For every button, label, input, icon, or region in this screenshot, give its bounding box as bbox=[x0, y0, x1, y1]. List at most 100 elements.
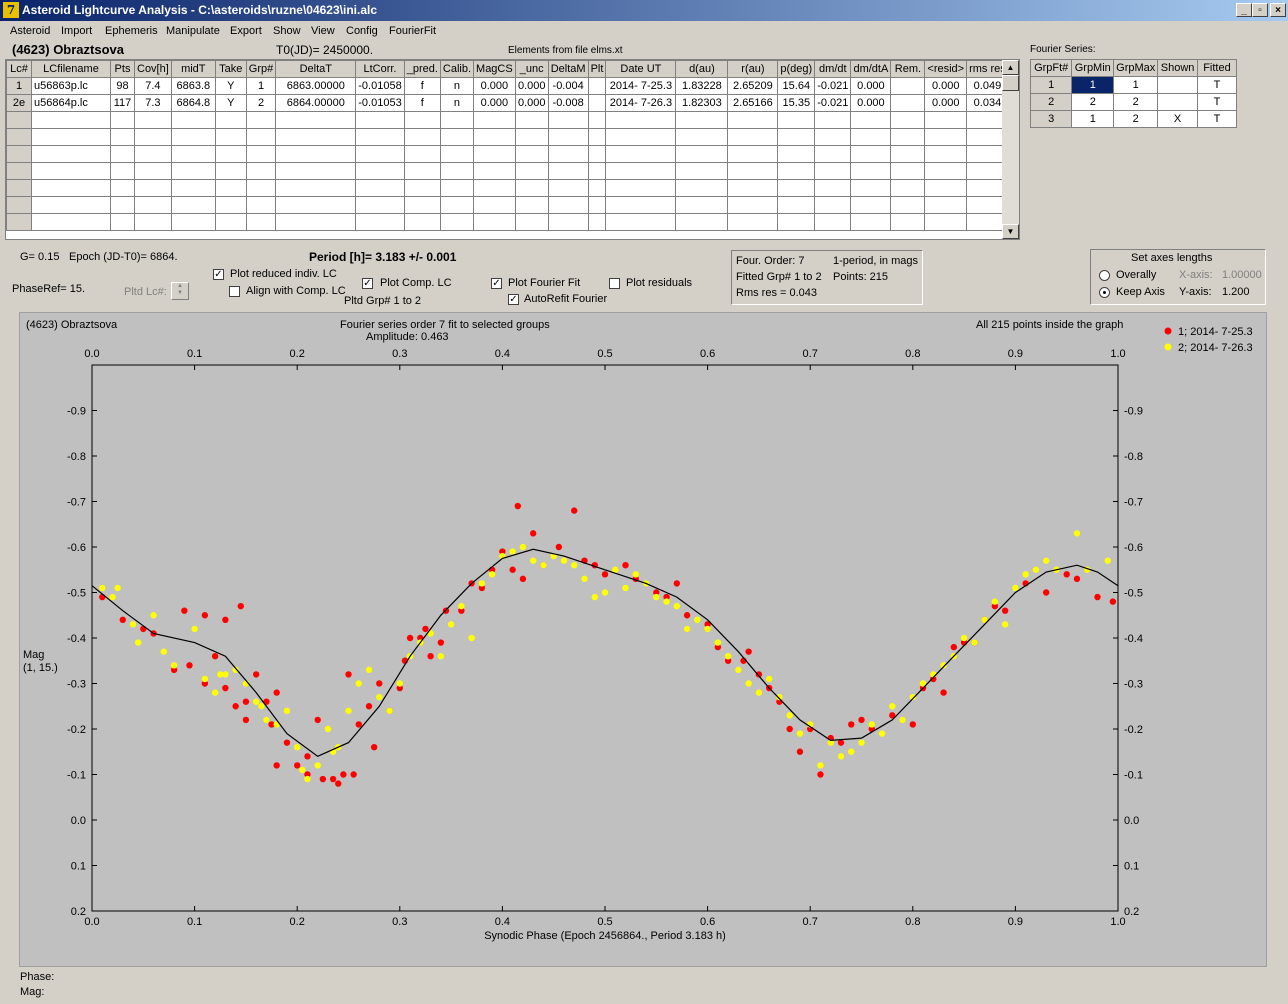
lc-row-header[interactable]: 2e bbox=[6, 94, 32, 112]
lc-cell[interactable] bbox=[777, 128, 816, 146]
lc-cell[interactable] bbox=[890, 94, 926, 112]
lc-table-row[interactable] bbox=[6, 145, 1009, 163]
lc-col-header[interactable]: Lc# bbox=[6, 60, 32, 78]
lc-cell[interactable] bbox=[403, 128, 441, 146]
lc-cell[interactable]: 98 bbox=[110, 77, 135, 95]
lc-col-header[interactable]: Take bbox=[214, 60, 247, 78]
lc-col-header[interactable]: Cov[h] bbox=[134, 60, 172, 78]
menu-view[interactable]: View bbox=[311, 25, 335, 37]
lc-cell[interactable] bbox=[675, 162, 729, 180]
lc-cell[interactable] bbox=[777, 196, 816, 214]
plot-fourier-checkbox[interactable]: ✓ bbox=[491, 278, 502, 289]
lc-cell[interactable] bbox=[275, 128, 357, 146]
lc-cell[interactable] bbox=[605, 145, 677, 163]
lc-cell[interactable] bbox=[170, 145, 216, 163]
lc-col-header[interactable]: d(au) bbox=[675, 60, 729, 78]
lc-cell[interactable] bbox=[777, 162, 816, 180]
lc-col-header[interactable]: Pts bbox=[110, 60, 135, 78]
lc-cell[interactable] bbox=[110, 162, 135, 180]
lc-cell[interactable] bbox=[850, 213, 892, 231]
lc-col-header[interactable]: LtCorr. bbox=[355, 60, 405, 78]
lc-cell[interactable] bbox=[473, 162, 516, 180]
fourier-cell[interactable]: 2 bbox=[1071, 93, 1115, 111]
lc-cell[interactable] bbox=[110, 128, 135, 146]
minimize-button[interactable]: _ bbox=[1236, 3, 1252, 17]
lc-cell[interactable] bbox=[473, 213, 516, 231]
lc-cell[interactable] bbox=[675, 111, 729, 129]
spinner-up-icon[interactable]: ▲ bbox=[177, 283, 183, 289]
lc-cell[interactable] bbox=[403, 162, 441, 180]
lc-cell[interactable]: -0.021 bbox=[814, 94, 852, 112]
lc-cell[interactable] bbox=[110, 111, 135, 129]
lc-cell[interactable] bbox=[473, 128, 516, 146]
lc-cell[interactable] bbox=[587, 77, 607, 95]
lc-cell[interactable]: -0.021 bbox=[814, 77, 852, 95]
lc-col-header[interactable]: r(au) bbox=[727, 60, 779, 78]
lc-row-header[interactable] bbox=[6, 145, 32, 163]
lc-row-header[interactable] bbox=[6, 196, 32, 214]
lc-cell[interactable]: 0.000 bbox=[473, 94, 516, 112]
lc-cell[interactable] bbox=[587, 213, 607, 231]
plot-comp-checkbox[interactable]: ✓ bbox=[362, 278, 373, 289]
scroll-down-arrow-icon[interactable]: ▼ bbox=[1002, 224, 1019, 239]
lc-cell[interactable] bbox=[890, 196, 926, 214]
lc-cell[interactable] bbox=[587, 111, 607, 129]
lc-cell[interactable] bbox=[890, 77, 926, 95]
lc-cell[interactable]: 15.35 bbox=[777, 94, 816, 112]
lc-col-header[interactable]: p(deg) bbox=[777, 60, 816, 78]
lc-cell[interactable] bbox=[514, 162, 549, 180]
lc-cell[interactable] bbox=[605, 111, 677, 129]
fourier-row-header[interactable]: 3 bbox=[1030, 110, 1073, 128]
lc-cell[interactable] bbox=[587, 179, 607, 197]
lc-col-header[interactable]: DeltaM bbox=[547, 60, 589, 78]
lc-cell[interactable] bbox=[924, 213, 968, 231]
pltd-lc-spinner[interactable]: ▲ ▼ bbox=[171, 282, 189, 300]
lc-cell[interactable] bbox=[814, 196, 852, 214]
lc-table-row[interactable] bbox=[6, 111, 1009, 129]
lc-cell[interactable] bbox=[473, 111, 516, 129]
lc-cell[interactable] bbox=[245, 179, 277, 197]
lc-cell[interactable] bbox=[605, 196, 677, 214]
lc-cell[interactable] bbox=[245, 196, 277, 214]
lc-cell[interactable] bbox=[134, 213, 172, 231]
lc-cell[interactable] bbox=[473, 196, 516, 214]
lc-cell[interactable] bbox=[727, 111, 779, 129]
lc-cell[interactable] bbox=[134, 162, 172, 180]
lc-cell[interactable] bbox=[439, 162, 475, 180]
lc-cell[interactable] bbox=[110, 179, 135, 197]
lc-col-header[interactable]: Grp# bbox=[245, 60, 277, 78]
lc-cell[interactable] bbox=[814, 213, 852, 231]
fourier-col-header[interactable]: GrpFt# bbox=[1030, 59, 1073, 77]
lc-col-header[interactable]: Calib. bbox=[439, 60, 475, 78]
lc-cell[interactable] bbox=[547, 111, 589, 129]
lc-cell[interactable] bbox=[605, 179, 677, 197]
lc-cell[interactable] bbox=[439, 145, 475, 163]
lc-row-header[interactable] bbox=[6, 111, 32, 129]
lc-cell[interactable] bbox=[245, 111, 277, 129]
keep-axis-radio[interactable] bbox=[1099, 287, 1110, 298]
lc-cell[interactable] bbox=[31, 145, 111, 163]
y-axis-value[interactable]: 1.200 bbox=[1222, 286, 1250, 298]
lc-col-header[interactable]: dm/dt bbox=[814, 60, 852, 78]
fourier-cell[interactable]: X bbox=[1157, 110, 1198, 128]
lc-cell[interactable] bbox=[170, 179, 216, 197]
lc-col-header[interactable]: Date UT bbox=[605, 60, 677, 78]
lc-cell[interactable] bbox=[355, 111, 405, 129]
lc-cell[interactable] bbox=[675, 145, 729, 163]
lc-cell[interactable] bbox=[924, 145, 968, 163]
lc-cell[interactable] bbox=[214, 128, 247, 146]
lc-cell[interactable] bbox=[850, 111, 892, 129]
lc-cell[interactable]: n bbox=[439, 94, 475, 112]
lc-table-row[interactable] bbox=[6, 196, 1009, 214]
maximize-button[interactable]: ▫ bbox=[1252, 3, 1268, 17]
lc-cell[interactable] bbox=[439, 111, 475, 129]
lc-cell[interactable] bbox=[675, 128, 729, 146]
lc-cell[interactable]: Y bbox=[214, 77, 247, 95]
lc-cell[interactable] bbox=[850, 179, 892, 197]
lc-table-row[interactable] bbox=[6, 179, 1009, 197]
lc-cell[interactable] bbox=[814, 179, 852, 197]
lc-cell[interactable] bbox=[547, 179, 589, 197]
lc-cell[interactable] bbox=[214, 213, 247, 231]
lc-cell[interactable] bbox=[355, 196, 405, 214]
